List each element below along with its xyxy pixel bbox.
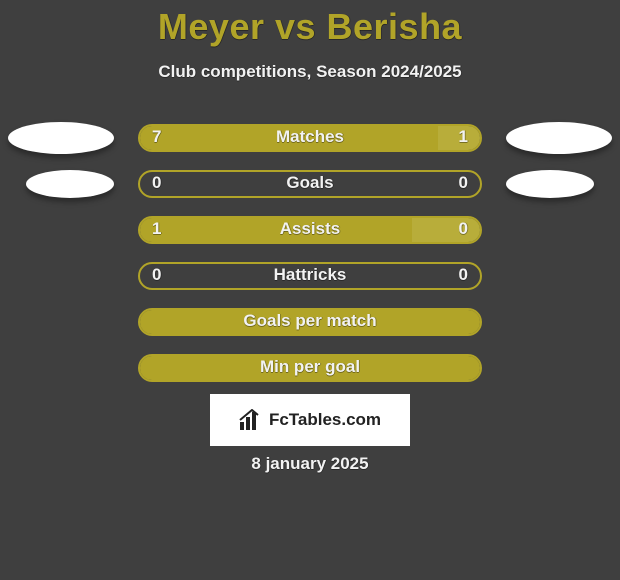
player-right-placeholder [506,122,612,154]
footer-date: 8 january 2025 [0,454,620,474]
stat-bar [138,216,482,244]
stat-bar [138,308,482,336]
player-left-placeholder [26,170,114,198]
player-left-placeholder [8,122,114,154]
fctables-badge: FcTables.com [210,394,410,446]
stat-bar [138,262,482,290]
stat-bar [138,170,482,198]
stat-row: Assists10 [0,216,620,244]
bar-fill-left [140,126,438,150]
comparison-infographic: Meyer vs Berisha Club competitions, Seas… [0,0,620,580]
badge-text: FcTables.com [269,410,381,430]
stat-bar [138,354,482,382]
bar-fill [140,310,480,334]
bar-fill-left [140,218,412,242]
bar-fill [140,356,480,380]
bar-fill-right [412,218,480,242]
bar-fill-right [438,126,481,150]
stat-row: Min per goal [0,354,620,382]
subtitle: Club competitions, Season 2024/2025 [0,62,620,82]
page-title: Meyer vs Berisha [0,6,620,48]
bars-icon [239,409,265,431]
stat-row: Hattricks00 [0,262,620,290]
player-right-placeholder [506,170,594,198]
stat-row: Goals per match [0,308,620,336]
stat-bar [138,124,482,152]
